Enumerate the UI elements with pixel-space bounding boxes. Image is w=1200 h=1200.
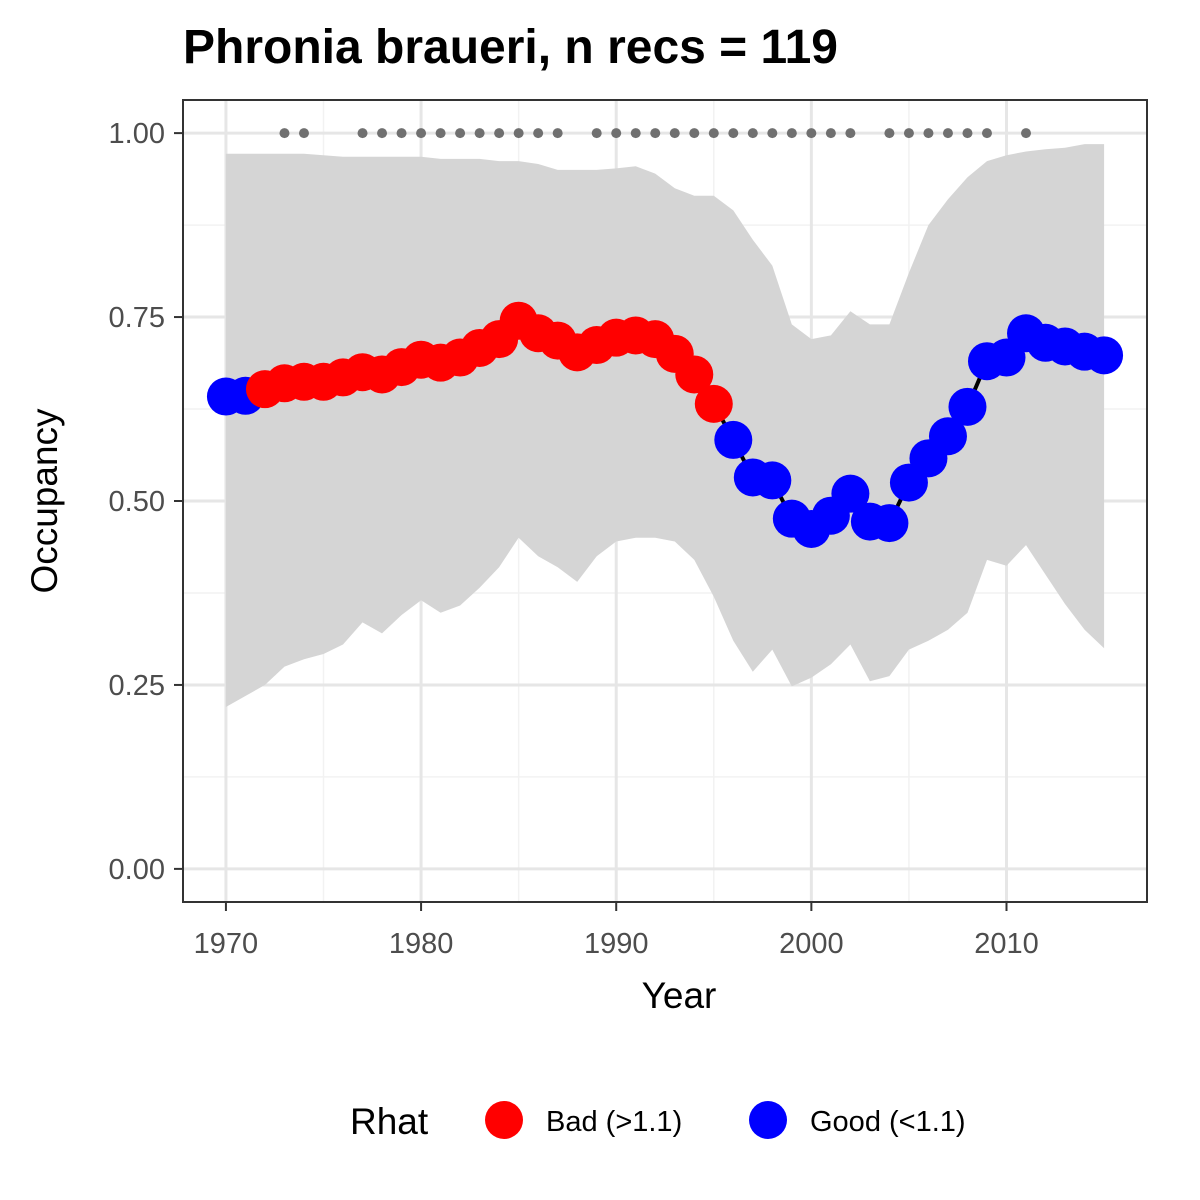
detection-dot (357, 128, 368, 139)
detection-dot (767, 128, 778, 139)
occupancy-point (870, 504, 909, 543)
detection-dot (650, 128, 661, 139)
detection-dot (786, 128, 797, 139)
occupancy-point (753, 461, 792, 500)
detection-dot (728, 128, 739, 139)
detection-dot (494, 128, 505, 139)
y-axis: 0.00 0.25 0.50 0.75 1.00 (109, 118, 183, 886)
occupancy-point (928, 417, 967, 456)
detection-dots-layer (279, 128, 1032, 139)
detection-dot (884, 128, 895, 139)
credible-interval-ribbon-layer (225, 144, 1105, 708)
detection-dot (377, 128, 388, 139)
detection-dot (435, 128, 446, 139)
detection-dot (591, 128, 602, 139)
detection-dot (747, 128, 758, 139)
detection-dot (455, 128, 466, 139)
y-tick-label: 0.00 (109, 854, 165, 886)
legend-bad-marker (485, 1101, 523, 1139)
detection-dot (923, 128, 934, 139)
x-tick-label: 2000 (779, 928, 844, 960)
detection-dot (611, 128, 622, 139)
credible-interval-ribbon (225, 144, 1105, 708)
occupancy-point (1085, 336, 1124, 375)
detection-dot (845, 128, 856, 139)
x-axis: 1970 1980 1990 2000 2010 (194, 902, 1039, 960)
occupancy-point (948, 387, 987, 426)
y-tick-label: 0.25 (109, 670, 165, 702)
legend-bad-label: Bad (>1.1) (546, 1106, 682, 1138)
occupancy-point (694, 384, 733, 423)
detection-dot (942, 128, 953, 139)
legend-good-label: Good (<1.1) (810, 1106, 966, 1138)
detection-dot (1021, 128, 1032, 139)
detection-dot (825, 128, 836, 139)
occupancy-points-layer (206, 301, 1124, 548)
detection-dot (708, 128, 719, 139)
occupancy-point (675, 355, 714, 394)
x-tick-label: 2010 (974, 928, 1039, 960)
detection-dot (513, 128, 524, 139)
detection-dot (981, 128, 992, 139)
detection-dot (806, 128, 817, 139)
x-axis-title: Year (642, 975, 717, 1016)
x-tick-label: 1990 (584, 928, 649, 960)
detection-dot (903, 128, 914, 139)
detection-dot (474, 128, 485, 139)
legend-good-marker (749, 1101, 787, 1139)
chart-title: Phronia braueri, n recs = 119 (183, 21, 838, 74)
legend-title: Rhat (350, 1101, 429, 1142)
detection-dot (396, 128, 407, 139)
y-axis-title: Occupancy (24, 408, 65, 594)
detection-dot (416, 128, 427, 139)
legend: Rhat Bad (>1.1) Good (<1.1) (350, 1101, 966, 1142)
detection-dot (669, 128, 680, 139)
x-tick-label: 1980 (389, 928, 454, 960)
detection-dot (533, 128, 544, 139)
detection-dot (689, 128, 700, 139)
detection-dot (630, 128, 641, 139)
detection-dot (279, 128, 290, 139)
y-tick-label: 0.75 (109, 302, 165, 334)
occupancy-point (831, 474, 870, 513)
occupancy-point (714, 420, 753, 459)
y-tick-label: 1.00 (109, 118, 165, 150)
detection-dot (552, 128, 563, 139)
detection-dot (298, 128, 309, 139)
x-tick-label: 1970 (194, 928, 259, 960)
y-tick-label: 0.50 (109, 486, 165, 518)
detection-dot (962, 128, 973, 139)
